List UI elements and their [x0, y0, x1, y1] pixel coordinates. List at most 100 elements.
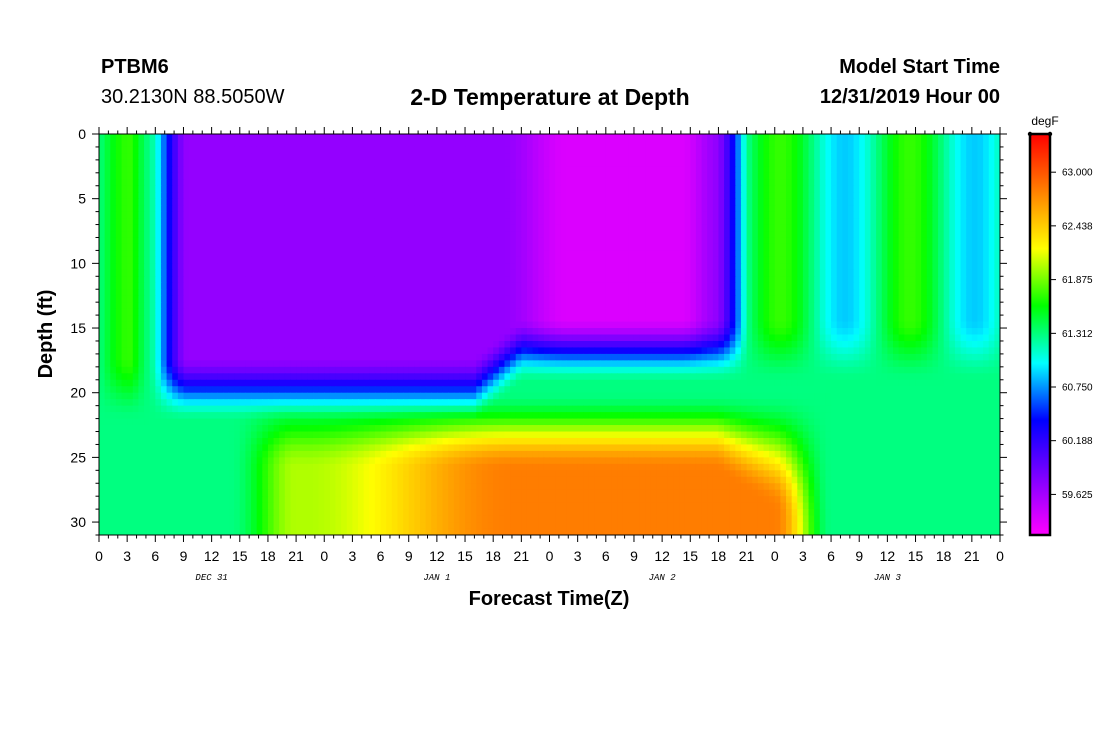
- heatmap-cell: [712, 295, 720, 303]
- heatmap-cell: [363, 308, 370, 316]
- heatmap-cell: [684, 134, 691, 142]
- heatmap-cell: [211, 237, 218, 245]
- heatmap-cell: [740, 153, 748, 161]
- heatmap-cell: [656, 231, 663, 239]
- heatmap-cell: [572, 224, 579, 232]
- heatmap-cell: [673, 185, 680, 193]
- heatmap-cell: [645, 179, 652, 187]
- heatmap-cell: [549, 237, 556, 245]
- heatmap-cell: [284, 289, 292, 297]
- heatmap-cell: [752, 159, 759, 167]
- heatmap-cell: [481, 153, 489, 161]
- heatmap-cell: [560, 282, 567, 290]
- heatmap-cell: [132, 295, 140, 303]
- heatmap-cell: [735, 134, 742, 142]
- heatmap-cell: [459, 231, 466, 239]
- heatmap-cell: [639, 166, 646, 174]
- heatmap-cell: [780, 328, 787, 336]
- heatmap-cell: [183, 302, 190, 310]
- heatmap-cell: [397, 146, 404, 155]
- heatmap-cell: [267, 334, 275, 342]
- heatmap-cell: [724, 243, 731, 252]
- heatmap-cell: [132, 205, 140, 213]
- heatmap-cell: [132, 308, 140, 316]
- heatmap-cell: [144, 159, 151, 167]
- heatmap-cell: [673, 256, 680, 264]
- heatmap-cell: [600, 295, 607, 303]
- heatmap-cell: [436, 140, 444, 148]
- heatmap-cell: [842, 295, 849, 303]
- heatmap-cell: [887, 153, 894, 161]
- heatmap-cell: [431, 166, 438, 174]
- heatmap-cell: [324, 328, 331, 336]
- heatmap-cell: [864, 146, 872, 155]
- heatmap-cell: [966, 282, 973, 290]
- heatmap-cell: [273, 224, 280, 232]
- heatmap-cell: [217, 134, 224, 142]
- heatmap-cell: [335, 243, 342, 252]
- heatmap-cell: [943, 269, 950, 277]
- heatmap-cell: [881, 192, 888, 200]
- heatmap-cell: [707, 205, 714, 213]
- heatmap-cell: [572, 146, 579, 155]
- heatmap-cell: [735, 295, 742, 303]
- heatmap-cell: [453, 289, 460, 297]
- heatmap-cell: [487, 243, 494, 252]
- heatmap-cell: [769, 205, 776, 213]
- heatmap-cell: [307, 224, 314, 232]
- heatmap-cell: [938, 140, 945, 148]
- heatmap-cell: [222, 308, 230, 316]
- heatmap-cell: [977, 185, 984, 193]
- heatmap-cell: [352, 269, 359, 277]
- heatmap-cell: [532, 250, 539, 258]
- heatmap-cell: [459, 302, 466, 310]
- heatmap-cell: [887, 211, 894, 219]
- heatmap-cell: [532, 269, 539, 277]
- heatmap-cell: [949, 237, 956, 245]
- heatmap-cell: [296, 224, 303, 232]
- heatmap-cell: [808, 237, 815, 245]
- heatmap-cell: [419, 308, 427, 316]
- heatmap-cell: [853, 146, 860, 155]
- heatmap-cell: [459, 237, 466, 245]
- heatmap-cell: [279, 146, 286, 155]
- heatmap-cell: [988, 250, 995, 258]
- heatmap-cell: [487, 237, 494, 245]
- heatmap-cell: [369, 295, 376, 303]
- heatmap-cell: [431, 237, 438, 245]
- heatmap-cell: [481, 192, 489, 200]
- heatmap-cell: [459, 192, 466, 200]
- heatmap-cell: [600, 185, 607, 193]
- heatmap-cell: [391, 205, 399, 213]
- heatmap-cell: [645, 263, 652, 271]
- heatmap-cell: [577, 269, 584, 277]
- heatmap-cell: [932, 289, 939, 297]
- heatmap-cell: [797, 185, 804, 193]
- heatmap-cell: [808, 302, 815, 310]
- heatmap-cell: [273, 328, 280, 336]
- heatmap-cell: [465, 198, 472, 206]
- heatmap-cell: [312, 295, 320, 303]
- heatmap-cell: [802, 146, 810, 155]
- heatmap-cell: [127, 276, 134, 284]
- heatmap-cell: [346, 321, 354, 329]
- heatmap-cell: [442, 250, 449, 258]
- heatmap-cell: [729, 328, 736, 336]
- heatmap-cell: [335, 289, 342, 297]
- heatmap-cell: [679, 256, 686, 264]
- heatmap-cell: [115, 205, 123, 213]
- heatmap-cell: [228, 166, 235, 174]
- heatmap-cell: [898, 250, 905, 258]
- heatmap-cell: [504, 153, 511, 161]
- heatmap-cell: [763, 308, 770, 316]
- heatmap-cell: [251, 282, 258, 290]
- heatmap-cell: [352, 159, 359, 167]
- heatmap-cell: [470, 328, 477, 336]
- heatmap-cell: [256, 237, 263, 245]
- heatmap-cell: [256, 256, 263, 264]
- heatmap-cell: [183, 243, 190, 252]
- heatmap-cell: [729, 134, 736, 142]
- heatmap-cell: [341, 211, 348, 219]
- heatmap-cell: [267, 134, 275, 142]
- heatmap-cell: [577, 276, 584, 284]
